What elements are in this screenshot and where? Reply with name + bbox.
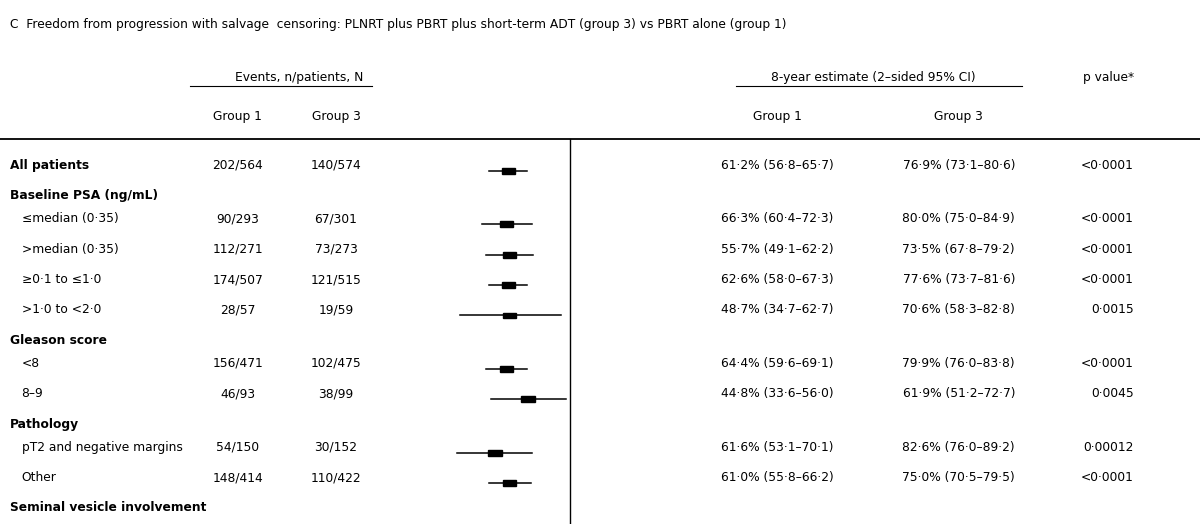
Text: 102/475: 102/475 bbox=[311, 357, 361, 370]
Bar bbox=[502, 168, 515, 174]
Bar bbox=[503, 481, 516, 486]
Text: 82·6% (76·0–89·2): 82·6% (76·0–89·2) bbox=[902, 441, 1015, 454]
Text: 90/293: 90/293 bbox=[216, 212, 259, 225]
Text: 61·2% (56·8–65·7): 61·2% (56·8–65·7) bbox=[721, 159, 834, 172]
Text: 38/99: 38/99 bbox=[318, 387, 354, 400]
Text: 76·9% (73·1–80·6): 76·9% (73·1–80·6) bbox=[902, 159, 1015, 172]
Text: 19/59: 19/59 bbox=[318, 303, 354, 316]
Text: Group 1: Group 1 bbox=[754, 110, 802, 123]
Text: ≥0·1 to ≤1·0: ≥0·1 to ≤1·0 bbox=[22, 273, 101, 286]
Text: 110/422: 110/422 bbox=[311, 471, 361, 484]
Text: Group 1: Group 1 bbox=[214, 110, 262, 123]
Text: Baseline PSA (ng/mL): Baseline PSA (ng/mL) bbox=[10, 189, 157, 202]
Text: 28/57: 28/57 bbox=[220, 303, 256, 316]
Text: 61·0% (55·8–66·2): 61·0% (55·8–66·2) bbox=[721, 471, 834, 484]
Bar bbox=[488, 450, 502, 456]
Text: 0·00012: 0·00012 bbox=[1084, 441, 1134, 454]
Text: 8–9: 8–9 bbox=[22, 387, 43, 400]
Text: 62·6% (58·0–67·3): 62·6% (58·0–67·3) bbox=[721, 273, 834, 286]
Text: C  Freedom from progression with salvage  censoring: PLNRT plus PBRT plus short-: C Freedom from progression with salvage … bbox=[10, 18, 786, 31]
Text: 64·4% (59·6–69·1): 64·4% (59·6–69·1) bbox=[721, 357, 834, 370]
Text: 0·0015: 0·0015 bbox=[1091, 303, 1134, 316]
Bar bbox=[502, 282, 515, 288]
Text: Events, n/patients, N: Events, n/patients, N bbox=[235, 71, 362, 84]
Text: p value*: p value* bbox=[1082, 71, 1134, 84]
Text: 48·7% (34·7–62·7): 48·7% (34·7–62·7) bbox=[721, 303, 834, 316]
Text: 55·7% (49·1–62·2): 55·7% (49·1–62·2) bbox=[721, 243, 834, 256]
Text: <0·0001: <0·0001 bbox=[1081, 159, 1134, 172]
Text: Group 3: Group 3 bbox=[312, 110, 360, 123]
Text: 80·0% (75·0–84·9): 80·0% (75·0–84·9) bbox=[902, 212, 1015, 225]
Bar bbox=[499, 366, 512, 372]
Text: <0·0001: <0·0001 bbox=[1081, 357, 1134, 370]
Text: 66·3% (60·4–72·3): 66·3% (60·4–72·3) bbox=[721, 212, 834, 225]
Bar bbox=[503, 252, 516, 258]
Bar bbox=[522, 397, 535, 402]
Text: Seminal vesicle involvement: Seminal vesicle involvement bbox=[10, 501, 206, 515]
Text: 156/471: 156/471 bbox=[212, 357, 263, 370]
Text: Other: Other bbox=[22, 471, 56, 484]
Text: Gleason score: Gleason score bbox=[10, 334, 107, 347]
Text: <0·0001: <0·0001 bbox=[1081, 471, 1134, 484]
Text: 148/414: 148/414 bbox=[212, 471, 263, 484]
Text: 61·9% (51·2–72·7): 61·9% (51·2–72·7) bbox=[902, 387, 1015, 400]
Text: <8: <8 bbox=[22, 357, 40, 370]
Text: >median (0·35): >median (0·35) bbox=[22, 243, 119, 256]
Text: Group 3: Group 3 bbox=[935, 110, 983, 123]
Text: 79·9% (76·0–83·8): 79·9% (76·0–83·8) bbox=[902, 357, 1015, 370]
Text: 67/301: 67/301 bbox=[314, 212, 358, 225]
Text: ≤median (0·35): ≤median (0·35) bbox=[22, 212, 119, 225]
Text: 121/515: 121/515 bbox=[311, 273, 361, 286]
Bar bbox=[503, 313, 516, 319]
Text: 70·6% (58·3–82·8): 70·6% (58·3–82·8) bbox=[902, 303, 1015, 316]
Text: 174/507: 174/507 bbox=[212, 273, 263, 286]
Text: 202/564: 202/564 bbox=[212, 159, 263, 172]
Text: <0·0001: <0·0001 bbox=[1081, 212, 1134, 225]
Text: 8-year estimate (2–sided 95% CI): 8-year estimate (2–sided 95% CI) bbox=[770, 71, 976, 84]
Text: All patients: All patients bbox=[10, 159, 89, 172]
Text: 73·5% (67·8–79·2): 73·5% (67·8–79·2) bbox=[902, 243, 1015, 256]
Text: <0·0001: <0·0001 bbox=[1081, 273, 1134, 286]
Text: >1·0 to <2·0: >1·0 to <2·0 bbox=[22, 303, 101, 316]
Text: 30/152: 30/152 bbox=[314, 441, 358, 454]
Text: 0·0045: 0·0045 bbox=[1091, 387, 1134, 400]
Text: 73/273: 73/273 bbox=[314, 243, 358, 256]
Text: pT2 and negative margins: pT2 and negative margins bbox=[22, 441, 182, 454]
Text: 75·0% (70·5–79·5): 75·0% (70·5–79·5) bbox=[902, 471, 1015, 484]
Text: 112/271: 112/271 bbox=[212, 243, 263, 256]
Text: 46/93: 46/93 bbox=[220, 387, 256, 400]
Text: <0·0001: <0·0001 bbox=[1081, 243, 1134, 256]
Text: 61·6% (53·1–70·1): 61·6% (53·1–70·1) bbox=[721, 441, 834, 454]
Bar bbox=[499, 222, 512, 227]
Text: 77·6% (73·7–81·6): 77·6% (73·7–81·6) bbox=[902, 273, 1015, 286]
Text: 54/150: 54/150 bbox=[216, 441, 259, 454]
Text: 44·8% (33·6–56·0): 44·8% (33·6–56·0) bbox=[721, 387, 834, 400]
Text: 140/574: 140/574 bbox=[311, 159, 361, 172]
Text: Pathology: Pathology bbox=[10, 418, 79, 431]
